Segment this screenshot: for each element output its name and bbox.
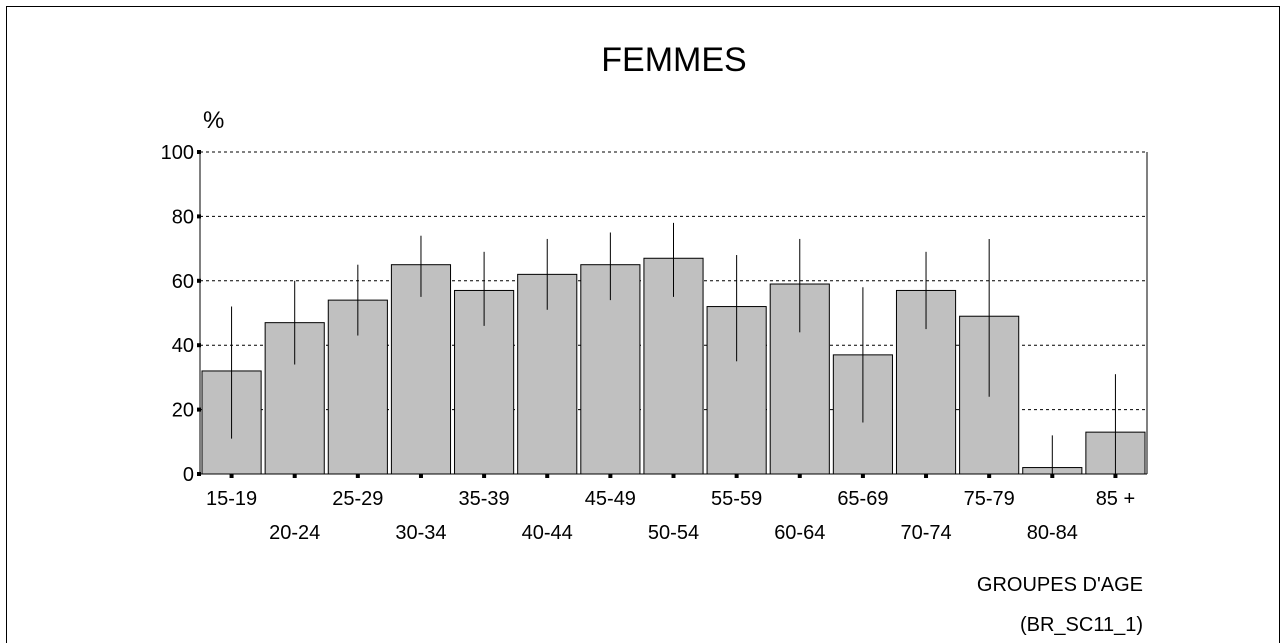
y-tick-20	[197, 407, 201, 412]
x-tick	[482, 474, 487, 478]
y-tick-label: 0	[183, 464, 194, 486]
y-tick-label: 40	[172, 335, 194, 357]
x-tick	[671, 474, 676, 478]
x-tick-label: 45-49	[585, 488, 636, 510]
x-tick	[229, 474, 234, 478]
x-tick-label: 50-54	[648, 522, 699, 544]
x-tick-label: 70-74	[900, 522, 951, 544]
x-tick-label: 40-44	[522, 522, 573, 544]
bar-chart: FEMMES % GROUPES D'AGE (BR_SC11_1) 0 20 40…	[161, 41, 1148, 636]
bars-group	[201, 222, 1146, 475]
x-tick	[545, 474, 550, 478]
x-tick-label: 75-79	[964, 488, 1015, 510]
x-tick-label: 60-64	[774, 522, 825, 544]
y-tick-40	[197, 343, 201, 348]
axes-group: 0 20 40 60 80 100 15-19 20-24 25-29 30-34 35-39 40-…	[161, 142, 1148, 544]
x-tick-label: 35-39	[459, 488, 510, 510]
x-tick	[1050, 474, 1055, 478]
x-tick-label: 65-69	[837, 488, 888, 510]
x-tick-label: 30-34	[395, 522, 446, 544]
y-tick-label: 20	[172, 400, 194, 422]
x-tick	[292, 474, 297, 478]
y-tick-label: 100	[161, 142, 194, 164]
x-tick	[924, 474, 929, 478]
x-tick	[797, 474, 802, 478]
x-tick-label: 80-84	[1027, 522, 1078, 544]
x-tick	[355, 474, 360, 478]
y-tick-80	[197, 214, 201, 219]
x-tick-label: 85 +	[1096, 488, 1135, 510]
chart-frame: FEMMES % GROUPES D'AGE (BR_SC11_1) 0 20 40…	[6, 6, 1280, 643]
x-tick	[987, 474, 992, 478]
y-tick-label: 80	[172, 206, 194, 228]
x-tick-label: 55-59	[711, 488, 762, 510]
x-tick	[860, 474, 865, 478]
y-tick-100	[197, 150, 201, 154]
x-tick	[1113, 474, 1118, 478]
x-tick	[418, 474, 423, 478]
chart-title: FEMMES	[601, 41, 746, 79]
y-tick-label: 60	[172, 271, 194, 293]
x-tick	[734, 474, 739, 478]
y-tick-0	[197, 472, 201, 476]
y-tick-60	[197, 278, 201, 283]
x-tick-label: 25-29	[332, 488, 383, 510]
y-axis-label: %	[203, 107, 224, 134]
x-tick-label: 20-24	[269, 522, 320, 544]
source-code-label: (BR_SC11_1)	[1020, 614, 1143, 636]
x-tick-label: 15-19	[206, 488, 257, 510]
x-axis-label: GROUPES D'AGE	[977, 574, 1143, 596]
x-tick	[608, 474, 613, 478]
